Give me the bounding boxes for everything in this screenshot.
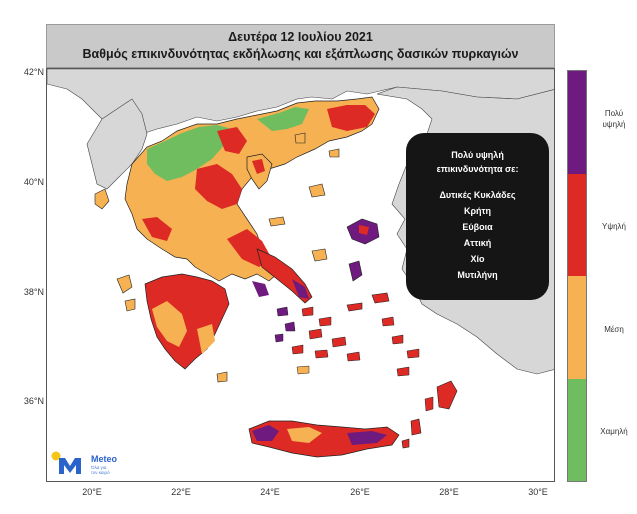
meteo-logo-tagline-line2: τον καιρό xyxy=(91,470,110,475)
high-risk-west xyxy=(142,217,172,241)
crete-island xyxy=(248,420,400,458)
very-high-risk-callout: Πολύ υψηλή επικινδυνότητα σε: Δυτικές Κυ… xyxy=(406,133,549,300)
zakynthos-island xyxy=(124,298,136,312)
attica-very-high xyxy=(252,281,269,297)
samothraki-island xyxy=(328,148,340,158)
callout-heading-line1: Πολύ υψηλή xyxy=(451,150,504,160)
risk-legend-colorbar xyxy=(567,70,587,482)
lon-label-20: 20°E xyxy=(82,487,102,497)
samos-island xyxy=(371,292,390,304)
crete-very-high-east xyxy=(347,431,387,445)
peloponnese-medium-south xyxy=(197,324,215,354)
high-risk-central xyxy=(195,164,242,209)
low-risk-north xyxy=(147,125,232,181)
dodecanese-islands xyxy=(381,316,434,412)
high-risk-thrace xyxy=(327,105,375,131)
legend-swatch-medium xyxy=(568,276,586,379)
lon-label-30: 30°E xyxy=(528,487,548,497)
map-title: Δευτέρα 12 Ιουλίου 2021 Βαθμός επικινδυν… xyxy=(46,24,555,68)
legend-label-high: Υψηλή xyxy=(602,222,626,231)
lat-label-42: 42°N xyxy=(23,67,44,77)
kythira-island xyxy=(216,371,228,383)
lon-label-24: 24°E xyxy=(260,487,280,497)
callout-area: Αττική xyxy=(463,238,492,248)
legend-label-very-high: Πολύ υψηλή xyxy=(592,108,636,130)
skyros-island xyxy=(311,248,328,262)
corfu-island xyxy=(94,188,110,210)
chalkidiki-high xyxy=(252,159,265,174)
evia-very-high xyxy=(292,279,309,299)
legend-label-very-high-line2: υψηλή xyxy=(602,120,626,129)
callout-area: Μυτιλήνη xyxy=(457,270,498,280)
legend-swatch-low xyxy=(568,378,586,481)
callout-area: Χίο xyxy=(470,254,485,264)
legend-swatch-high xyxy=(568,173,586,276)
callout-area: Εύβοια xyxy=(462,222,493,232)
meteo-logo-tagline: Όλα για τον καιρό xyxy=(91,465,110,475)
callout-area: Κρήτη xyxy=(463,206,492,216)
lon-label-26: 26°E xyxy=(350,487,370,497)
lat-label-36: 36°N xyxy=(23,396,44,406)
map-date: Δευτέρα 12 Ιουλίου 2021 xyxy=(228,30,373,44)
thasos-island xyxy=(294,132,306,144)
lat-label-38: 38°N xyxy=(23,287,44,297)
meteo-logo-tagline-line1: Όλα για xyxy=(91,465,107,470)
legend-label-medium: Μέση xyxy=(604,325,624,334)
chios-island xyxy=(348,260,363,282)
crete-very-high-west xyxy=(252,425,279,441)
lesbos-high xyxy=(359,225,369,235)
map-subtitle: Βαθμός επικινδυνότητας εκδήλωσης και εξά… xyxy=(82,47,519,61)
lat-label-40: 40°N xyxy=(23,177,44,187)
ikaria-island xyxy=(346,302,363,312)
kefalonia-island xyxy=(116,274,133,294)
callout-heading-line2: επικινδυνότητα σε: xyxy=(436,164,519,174)
meteo-logo: Meteo Όλα για τον καιρό xyxy=(51,450,131,478)
high-risk-thessaly xyxy=(217,127,247,154)
meteo-logo-mark xyxy=(51,451,81,474)
sporades-islands xyxy=(268,216,286,227)
peloponnese-medium xyxy=(152,301,187,347)
legend-label-very-high-line1: Πολύ xyxy=(604,109,624,118)
lon-label-22: 22°E xyxy=(171,487,191,497)
meteo-logo-brand: Meteo xyxy=(91,454,118,464)
crete-medium-center xyxy=(287,427,322,443)
rhodes-island xyxy=(436,380,458,410)
callout-area: Δυτικές Κυκλάδες xyxy=(439,190,516,200)
lemnos-island xyxy=(308,183,326,198)
callout-heading: Πολύ υψηλή επικινδυνότητα σε: xyxy=(406,148,549,176)
cyclades-islands xyxy=(274,306,361,375)
kasos-island xyxy=(401,438,410,449)
lon-label-28: 28°E xyxy=(439,487,459,497)
low-risk-northeast xyxy=(257,107,309,131)
legend-swatch-very-high xyxy=(568,71,586,174)
legend-label-low: Χαμηλή xyxy=(600,427,628,436)
karpathos-island xyxy=(410,418,422,436)
